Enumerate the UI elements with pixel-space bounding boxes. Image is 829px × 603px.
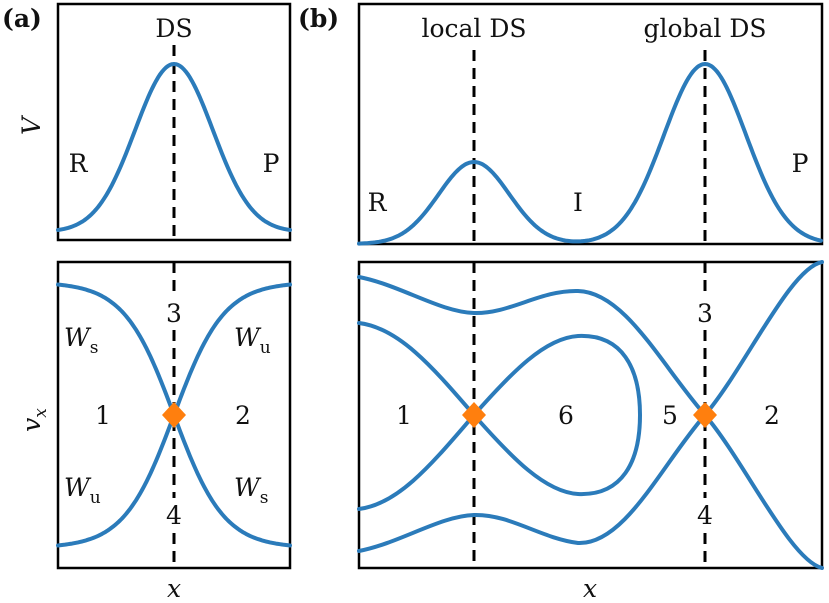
panel-a-region-3: 3: [166, 299, 182, 328]
panel-b-outer-orbit-upper: [357, 275, 824, 570]
panel-a-potential-curve: [56, 62, 292, 232]
panel-a-region-2: 2: [235, 401, 251, 430]
panel-b-top: local DS global DS R I P: [357, 2, 824, 246]
panel-a-fixed-point-marker: [162, 402, 186, 428]
panel-b-region-4: 4: [697, 501, 713, 530]
panel-b-potential-curve: [357, 62, 823, 246]
panel-a-region-4: 4: [166, 501, 182, 530]
panel-b-region-1: 1: [396, 401, 412, 430]
panel-a-stable-manifold-label-tl: Ws: [64, 323, 98, 358]
panel-a-bottom: 3 4 1 2 Ws Wu Wu Ws: [56, 260, 292, 570]
panel-a-x-axis-label: x: [167, 574, 181, 603]
panel-a-top-frame: [56, 2, 292, 242]
panel-b-top-frame: [357, 2, 824, 246]
panel-b-bottom-frame: [357, 260, 824, 570]
panel-b-region-3: 3: [697, 299, 713, 328]
panel-a-ds-label: DS: [155, 14, 192, 43]
panel-b-region-2: 2: [764, 401, 780, 430]
panel-b-region-5: 5: [662, 401, 678, 430]
panel-b-outer-orbit-lower: [357, 260, 824, 553]
panel-b-product-label: P: [792, 149, 809, 178]
panel-b-local-fixed-point-marker: [462, 402, 486, 428]
panel-b-global-ds-label: global DS: [643, 14, 766, 43]
panel-b-reactant-label: R: [368, 188, 388, 217]
panel-a-top: DS R P: [56, 2, 292, 242]
panel-b-global-fixed-point-marker: [693, 402, 717, 428]
panel-b-bottom: 1 6 5 2 3 4: [357, 260, 824, 570]
panel-b-x-axis-label: x: [583, 574, 597, 603]
panel-a-stable-manifold-label-br: Ws: [234, 473, 268, 508]
panel-a-y-axis-label-bottom: vx: [17, 408, 51, 432]
panel-a-tag: (a): [2, 4, 42, 33]
panel-a-region-1: 1: [95, 401, 111, 430]
panel-b-tag: (b): [298, 4, 339, 33]
panel-b-intermediate-label: I: [573, 188, 583, 217]
panel-a-reactant-label: R: [69, 149, 89, 178]
panel-b-region-6: 6: [558, 401, 574, 430]
panel-a-product-label: P: [263, 149, 280, 178]
panel-b-local-ds-label: local DS: [421, 14, 526, 43]
panel-a-unstable-manifold-label-bl: Wu: [64, 473, 101, 508]
panel-a-unstable-manifold-label-tr: Wu: [234, 323, 271, 358]
panel-a-y-axis-label-top: V: [17, 114, 46, 135]
